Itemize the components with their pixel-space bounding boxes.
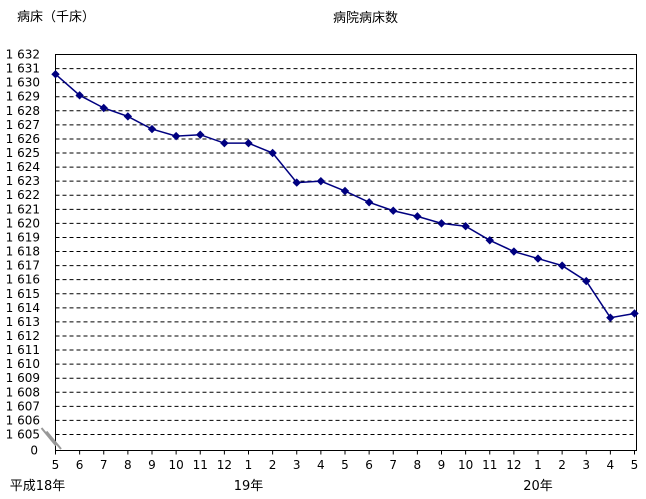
svg-text:1 605: 1 605 [6, 428, 40, 442]
svg-text:7: 7 [389, 458, 397, 472]
svg-text:1 617: 1 617 [6, 259, 40, 273]
svg-text:1 620: 1 620 [6, 216, 40, 230]
svg-text:1 631: 1 631 [6, 62, 40, 76]
y-axis-unit-label: 病床（千床） [17, 10, 96, 25]
svg-text:9: 9 [438, 458, 446, 472]
svg-text:5: 5 [341, 458, 349, 472]
svg-text:1 630: 1 630 [6, 76, 40, 90]
svg-text:4: 4 [607, 458, 615, 472]
svg-text:0: 0 [30, 444, 38, 458]
svg-text:1 629: 1 629 [6, 90, 40, 104]
svg-text:1 613: 1 613 [6, 315, 40, 329]
svg-text:1 616: 1 616 [6, 273, 40, 287]
svg-text:1 612: 1 612 [6, 329, 40, 343]
svg-text:19年: 19年 [234, 479, 264, 494]
svg-text:12: 12 [217, 458, 232, 472]
svg-text:1 618: 1 618 [6, 245, 40, 259]
svg-text:1 621: 1 621 [6, 202, 40, 216]
svg-text:5: 5 [52, 458, 60, 472]
svg-text:1 626: 1 626 [6, 132, 40, 146]
svg-text:6: 6 [76, 458, 84, 472]
svg-text:8: 8 [414, 458, 422, 472]
svg-text:1 619: 1 619 [6, 230, 40, 244]
svg-text:1 622: 1 622 [6, 188, 40, 202]
svg-text:9: 9 [148, 458, 156, 472]
svg-text:5: 5 [631, 458, 639, 472]
svg-text:1 611: 1 611 [6, 343, 40, 357]
svg-text:11: 11 [482, 458, 497, 472]
svg-text:1 632: 1 632 [6, 48, 40, 62]
svg-text:2: 2 [558, 458, 566, 472]
svg-text:1 608: 1 608 [6, 385, 40, 399]
svg-text:3: 3 [293, 458, 301, 472]
svg-text:1: 1 [534, 458, 542, 472]
svg-text:8: 8 [124, 458, 132, 472]
svg-text:3: 3 [582, 458, 590, 472]
svg-text:1 606: 1 606 [6, 413, 40, 427]
svg-text:1 610: 1 610 [6, 357, 40, 371]
svg-text:1 607: 1 607 [6, 399, 40, 413]
svg-text:平成18年: 平成18年 [10, 479, 66, 494]
svg-text:1: 1 [245, 458, 253, 472]
svg-text:1 623: 1 623 [6, 174, 40, 188]
svg-text:10: 10 [168, 458, 183, 472]
svg-text:4: 4 [317, 458, 325, 472]
svg-text:1 609: 1 609 [6, 371, 40, 385]
svg-text:1 615: 1 615 [6, 287, 40, 301]
svg-text:1 624: 1 624 [6, 160, 40, 174]
svg-text:2: 2 [269, 458, 277, 472]
svg-text:1 628: 1 628 [6, 104, 40, 118]
svg-text:1 625: 1 625 [6, 146, 40, 160]
svg-text:11: 11 [193, 458, 208, 472]
svg-text:1 627: 1 627 [6, 118, 40, 132]
svg-text:6: 6 [365, 458, 373, 472]
svg-text:1 614: 1 614 [6, 301, 40, 315]
svg-text:20年: 20年 [523, 479, 553, 494]
chart-title: 病院病床数 [333, 11, 399, 26]
svg-text:10: 10 [458, 458, 473, 472]
svg-text:12: 12 [506, 458, 521, 472]
svg-text:7: 7 [100, 458, 108, 472]
